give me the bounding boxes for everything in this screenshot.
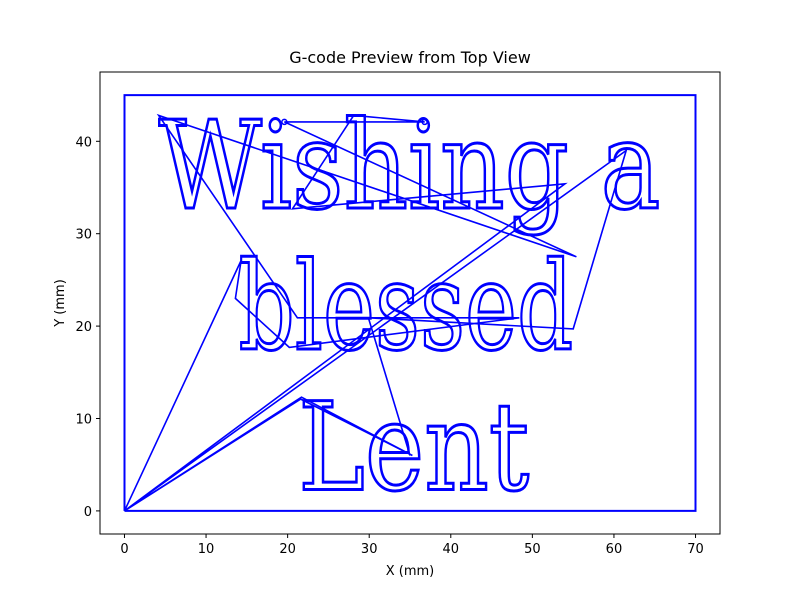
x-tick-label: 10	[198, 542, 215, 557]
x-tick-label: 20	[279, 542, 296, 557]
y-tick-label: 20	[75, 320, 92, 335]
plot-area-background	[100, 72, 720, 534]
x-tick-label: 0	[120, 542, 128, 557]
x-tick-label: 50	[524, 542, 541, 557]
y-tick-label: 40	[75, 135, 92, 150]
axis-ticks: 0 10 20 30 40 50 60 70 0 10 20 30 40	[75, 135, 703, 557]
x-axis-label: X (mm)	[386, 564, 435, 579]
path-marker	[421, 118, 428, 126]
engraved-text-line: Lent	[298, 377, 529, 519]
travel-path	[123, 113, 628, 512]
engraved-text-line: blessed	[239, 236, 574, 378]
border-path	[123, 94, 697, 512]
y-tick-label: 0	[84, 505, 92, 520]
x-tick-label: 70	[687, 542, 704, 557]
y-tick-label: 10	[75, 413, 92, 428]
path-marker	[281, 118, 288, 126]
y-axis-label: Y (mm)	[53, 279, 68, 328]
y-tick-label: 30	[75, 228, 92, 243]
x-tick-label: 30	[361, 542, 378, 557]
x-tick-label: 60	[606, 542, 623, 557]
x-tick-label: 40	[443, 542, 460, 557]
engraved-text-line: Wishing a	[159, 95, 661, 237]
chart-title: G-code Preview from Top View	[289, 48, 531, 67]
plot-frame	[99, 71, 721, 535]
plot-layer	[123, 94, 697, 512]
